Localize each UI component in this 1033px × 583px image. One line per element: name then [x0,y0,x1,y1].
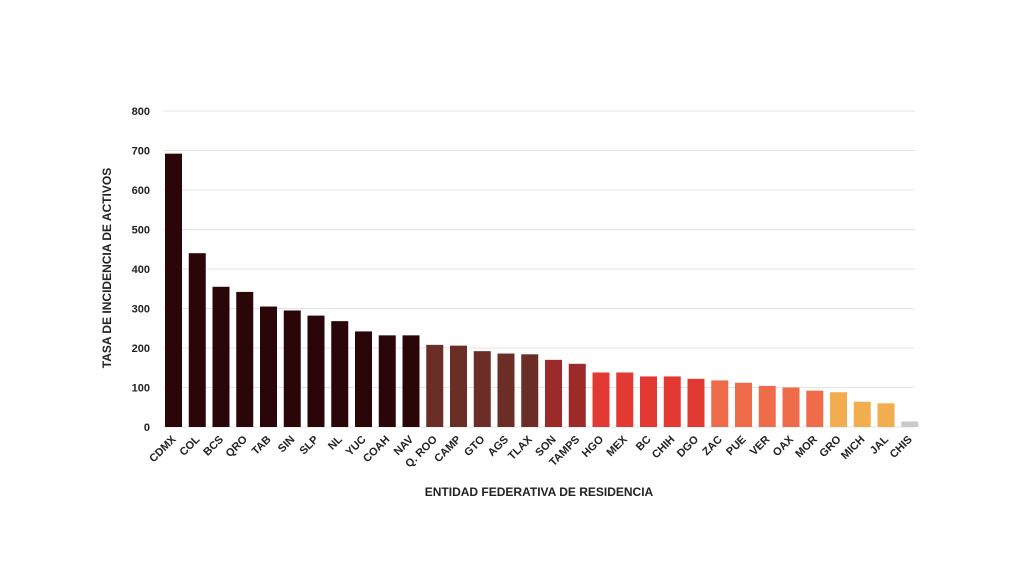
y-tick-label: 400 [132,264,150,276]
bar-mor [806,390,824,427]
bar-sin [283,310,301,427]
bar-chis [901,421,919,427]
bar-pue [735,382,752,427]
y-tick-label: 100 [132,383,150,395]
bar-mex [616,372,634,427]
y-axis-ticks: 0 100 200 300 400 500 600 700 800 [132,106,150,434]
x-tick-label: SLP [297,434,321,458]
bar-yuc [355,331,372,427]
x-tick-label: MEX [605,433,631,459]
x-tick-label: BCS [201,434,226,459]
x-tick-label: SIN [276,434,297,455]
bar-bc [640,376,657,427]
x-tick-label: VER [748,434,773,459]
x-tick-label: COL [177,433,202,458]
bar-slp [307,315,325,427]
x-tick-label: MICH [839,434,867,462]
bar-tlax [521,354,539,427]
x-tick-label: COAH [361,434,392,465]
y-tick-label: 600 [132,185,150,197]
bar-dgo [687,378,705,427]
x-tick-label: CAMP [432,434,463,465]
bar-tab [260,306,277,427]
x-tick-label: TAB [250,434,274,458]
bar-coah [378,335,396,427]
x-tick-label: OAX [771,433,797,459]
x-tick-label: CHIH [650,434,678,462]
bar-gto [473,351,491,427]
bar-chih [663,376,681,427]
bar-nav [402,335,420,427]
bar-ver [758,385,776,427]
x-tick-label: CHIS [888,434,915,461]
bar-col [188,253,206,427]
x-tick-label: GTO [462,433,488,459]
bar-cdmx [165,153,182,427]
y-axis-title: TASA DE INCIDENCIA DE ACTIVOS [100,168,114,368]
x-axis-title: ENTIDAD FEDERATIVA DE RESIDENCIA [425,485,654,499]
x-tick-label: QRO [224,433,251,460]
y-tick-label: 200 [132,343,150,355]
y-tick-label: 300 [132,304,150,316]
bar-bcs [212,286,230,427]
y-tick-label: 700 [132,146,150,158]
bar-ags [497,353,515,427]
x-tick-label: PUE [724,434,748,458]
bar-camp [450,345,467,427]
x-tick-label: BC [634,434,654,454]
bar-jal [877,403,895,427]
bar-hgo [592,372,610,427]
x-tick-label: HGO [580,433,607,460]
bar-gro [830,392,847,427]
bar-nl [331,321,349,427]
x-tick-label: NL [326,433,345,452]
bar-qro [236,291,254,427]
bars [165,153,919,427]
y-tick-label: 500 [132,225,150,237]
bar-son [545,359,562,427]
bar-tamps [568,363,586,427]
x-tick-label: TLAX [506,433,535,462]
y-tick-label: 0 [144,422,150,434]
bar-mich [853,401,871,427]
bar-qroo [426,344,444,427]
bar-zac [711,380,729,427]
x-tick-label: MOR [793,434,820,461]
x-tick-label: ZAC [700,434,725,459]
bar-oax [782,387,800,427]
y-tick-label: 800 [132,106,150,118]
x-tick-label: GRO [817,433,844,460]
x-tick-label: CDMX [147,433,179,465]
x-tick-label: DGO [675,433,702,460]
